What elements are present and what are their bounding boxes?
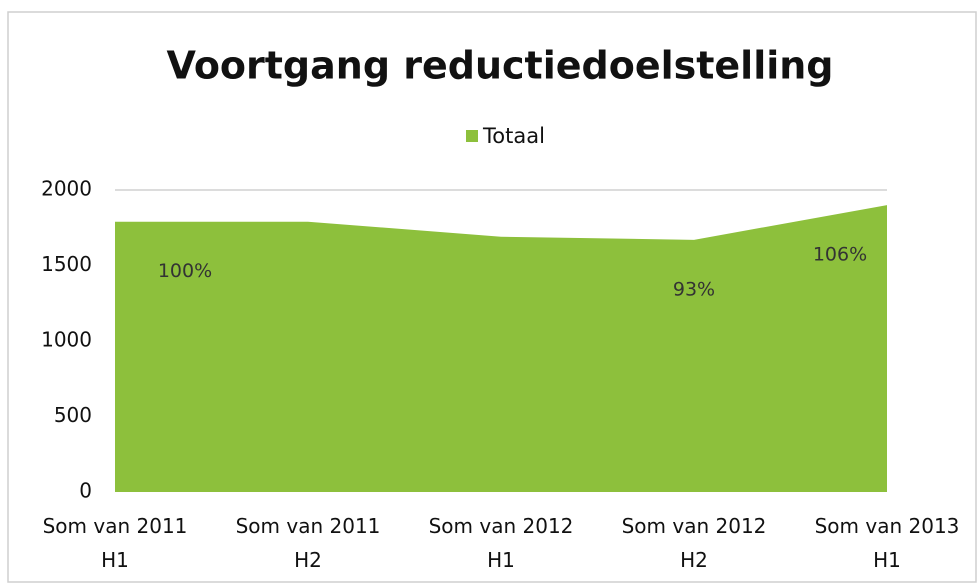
x-tick-label: Som van 2011 H2 (236, 514, 381, 572)
annotation: 93% (673, 278, 715, 300)
chart-title: Voortgang reductiedoelstelling (166, 44, 833, 88)
legend-swatch (466, 130, 478, 142)
annotation: 106% (813, 244, 867, 266)
x-tick-label: Som van 2013 H1 (815, 514, 960, 572)
y-tick-label: 500 (54, 403, 92, 427)
x-tick-label: Som van 2012 H2 (622, 514, 767, 572)
legend-label: Totaal (482, 124, 545, 148)
y-tick-label: 2000 (41, 177, 92, 201)
annotation: 100% (158, 260, 212, 282)
y-tick-label: 1500 (41, 252, 92, 276)
y-tick-label: 1000 (41, 328, 92, 352)
y-tick-label: 0 (79, 479, 92, 503)
x-tick-label: Som van 2012 H1 (429, 514, 574, 572)
area (115, 205, 887, 492)
x-tick-label: Som van 2011 H1 (43, 514, 188, 572)
